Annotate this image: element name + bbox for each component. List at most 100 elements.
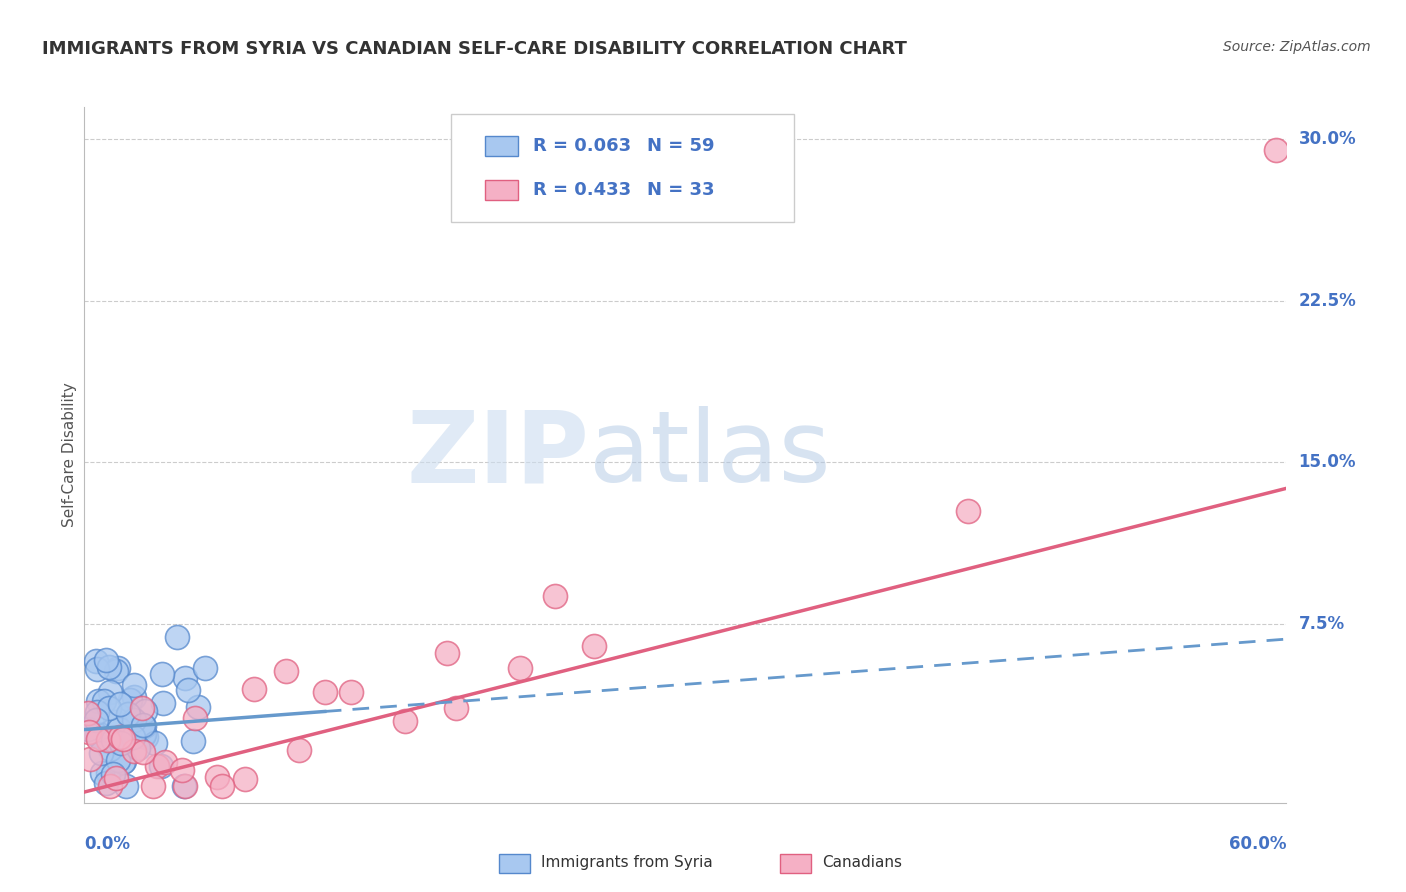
Point: [90, 765, 112, 780]
Y-axis label: Self-Care Disability: Self-Care Disability: [62, 383, 77, 527]
Point: [107, 661, 129, 675]
Point: [444, 701, 467, 715]
Text: R = 0.063: R = 0.063: [533, 137, 631, 155]
Point: [314, 685, 336, 699]
Point: [184, 711, 207, 725]
Point: [98, 660, 121, 674]
Text: Source: ZipAtlas.com: Source: ZipAtlas.com: [1223, 40, 1371, 54]
Point: [100, 685, 122, 699]
Point: [122, 678, 145, 692]
Point: [122, 744, 145, 758]
Point: [150, 667, 173, 681]
FancyBboxPatch shape: [451, 114, 793, 222]
Point: [135, 730, 157, 744]
Point: [436, 646, 458, 660]
Point: [118, 693, 141, 707]
Point: [86, 662, 108, 676]
Point: [134, 726, 156, 740]
Point: [243, 681, 266, 696]
Point: [104, 715, 127, 730]
Point: [93, 693, 115, 707]
Point: [103, 767, 125, 781]
Point: [108, 698, 131, 712]
Point: [110, 736, 132, 750]
Point: [110, 730, 132, 744]
Point: [96, 733, 118, 747]
Point: [86, 694, 108, 708]
Point: [170, 763, 193, 777]
Point: [582, 639, 605, 653]
Point: [107, 753, 129, 767]
Point: [339, 684, 361, 698]
Point: [233, 772, 256, 786]
Text: 30.0%: 30.0%: [1299, 130, 1357, 148]
Point: [173, 779, 195, 793]
Point: [77, 706, 100, 720]
Point: [166, 630, 188, 644]
Point: [1265, 143, 1288, 157]
Point: [187, 700, 209, 714]
Point: [104, 664, 127, 678]
Text: 22.5%: 22.5%: [1299, 292, 1357, 310]
Point: [122, 730, 145, 744]
Point: [150, 758, 173, 772]
Text: 0.0%: 0.0%: [84, 835, 131, 853]
Text: Immigrants from Syria: Immigrants from Syria: [541, 855, 713, 870]
Point: [152, 697, 174, 711]
Point: [132, 719, 155, 733]
Point: [132, 745, 155, 759]
Point: [131, 730, 153, 744]
Point: [128, 723, 150, 737]
Point: [114, 779, 136, 793]
Point: [177, 683, 200, 698]
Text: N = 59: N = 59: [647, 137, 714, 155]
Text: IMMIGRANTS FROM SYRIA VS CANADIAN SELF-CARE DISABILITY CORRELATION CHART: IMMIGRANTS FROM SYRIA VS CANADIAN SELF-C…: [42, 40, 907, 58]
Point: [84, 713, 107, 727]
Point: [288, 743, 311, 757]
Point: [956, 504, 979, 518]
Point: [86, 705, 108, 719]
Point: [115, 731, 138, 745]
Point: [544, 589, 567, 603]
Point: [112, 754, 135, 768]
Point: [100, 779, 122, 793]
Text: 15.0%: 15.0%: [1299, 453, 1355, 472]
Point: [131, 700, 153, 714]
Point: [142, 779, 165, 793]
Text: N = 33: N = 33: [647, 181, 714, 199]
Point: [194, 661, 217, 675]
Point: [118, 706, 141, 720]
Point: [394, 714, 416, 728]
Point: [205, 770, 228, 784]
Point: [86, 731, 108, 746]
Point: [98, 742, 121, 756]
Point: [114, 734, 136, 748]
FancyBboxPatch shape: [485, 180, 519, 200]
Point: [153, 756, 176, 770]
Text: R = 0.433: R = 0.433: [533, 181, 631, 199]
Point: [134, 704, 156, 718]
Point: [104, 771, 127, 785]
Point: [97, 734, 120, 748]
Text: 7.5%: 7.5%: [1299, 615, 1344, 633]
Point: [79, 752, 101, 766]
Point: [146, 759, 169, 773]
Point: [183, 734, 205, 748]
Point: [122, 713, 145, 727]
FancyBboxPatch shape: [485, 136, 519, 156]
Point: [143, 736, 166, 750]
Text: Canadians: Canadians: [823, 855, 903, 870]
Point: [94, 653, 117, 667]
Text: ZIP: ZIP: [406, 407, 589, 503]
Point: [174, 671, 197, 685]
Point: [97, 765, 120, 780]
Point: [173, 779, 195, 793]
Point: [111, 755, 134, 769]
Text: 60.0%: 60.0%: [1229, 835, 1286, 853]
Point: [98, 700, 121, 714]
Point: [111, 732, 134, 747]
Point: [509, 661, 531, 675]
Point: [90, 746, 112, 760]
Text: atlas: atlas: [589, 407, 831, 503]
Point: [107, 722, 129, 736]
